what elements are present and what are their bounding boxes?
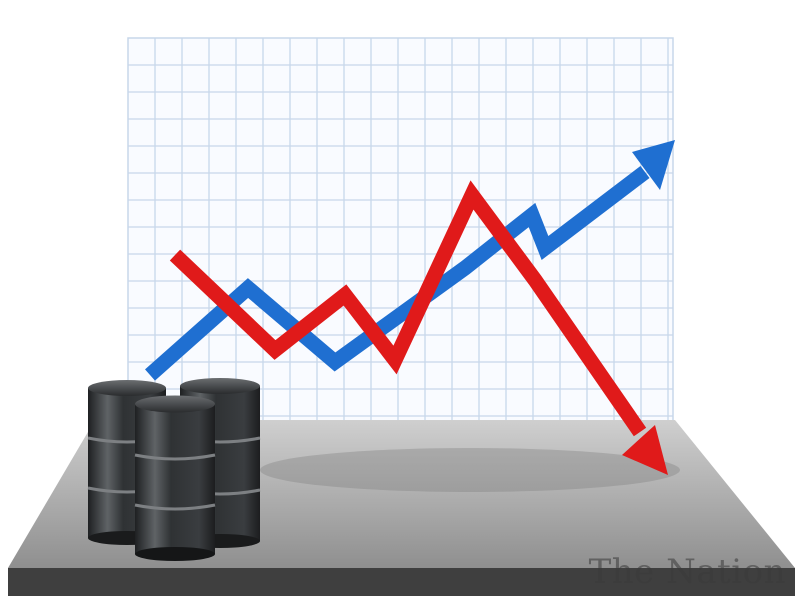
- watermark-text: The Nation: [588, 552, 786, 592]
- oil-barrel-icon: [87, 378, 261, 561]
- blue-arrow-icon: [145, 140, 675, 381]
- red-arrow-icon: [169, 180, 668, 475]
